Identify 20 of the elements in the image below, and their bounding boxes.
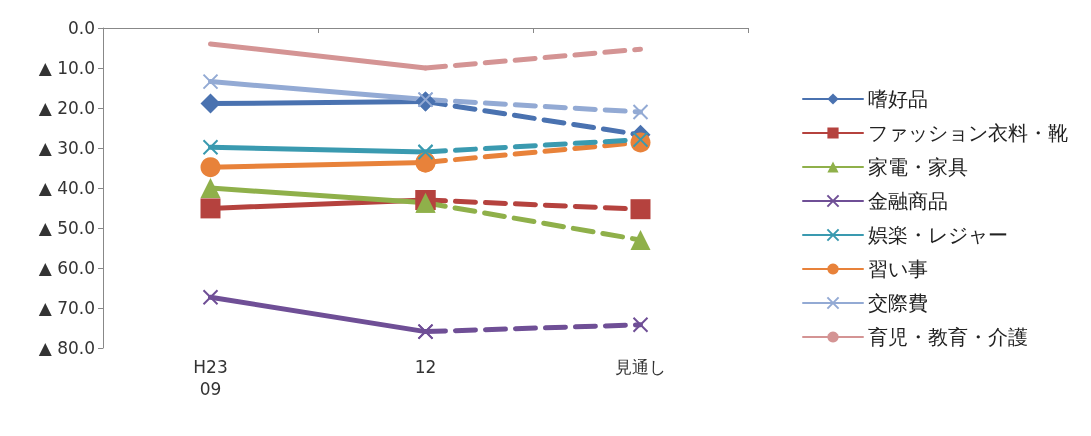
y-tick-label: ▲ 60.0 (38, 258, 95, 278)
legend-label: ファッション衣料・靴 (868, 121, 1068, 145)
legend-label: 金融商品 (868, 189, 948, 213)
y-tick-label: ▲ 70.0 (38, 298, 95, 318)
x-tick-label: 見通し (615, 357, 666, 377)
y-tick-label: ▲ 50.0 (38, 218, 95, 238)
legend-label: 交際費 (868, 291, 928, 315)
legend-label: 育児・教育・介護 (868, 325, 1028, 349)
y-tick-label: ▲ 80.0 (38, 338, 95, 358)
x-tick-label: 12 (414, 357, 437, 377)
y-tick-label: ▲ 20.0 (38, 98, 95, 118)
x-tick-label: H23 09 (193, 357, 228, 399)
y-tick-label: ▲ 40.0 (38, 178, 95, 198)
y-tick-label: 0.0 (67, 18, 95, 38)
legend-label: 習い事 (868, 257, 928, 281)
y-tick-label: ▲ 30.0 (38, 138, 95, 158)
y-tick-label: ▲ 10.0 (38, 58, 95, 78)
legend-label: 家電・家具 (868, 155, 968, 179)
legend-label: 嗜好品 (868, 87, 928, 111)
legend-label: 娯楽・レジャー (868, 223, 1008, 247)
